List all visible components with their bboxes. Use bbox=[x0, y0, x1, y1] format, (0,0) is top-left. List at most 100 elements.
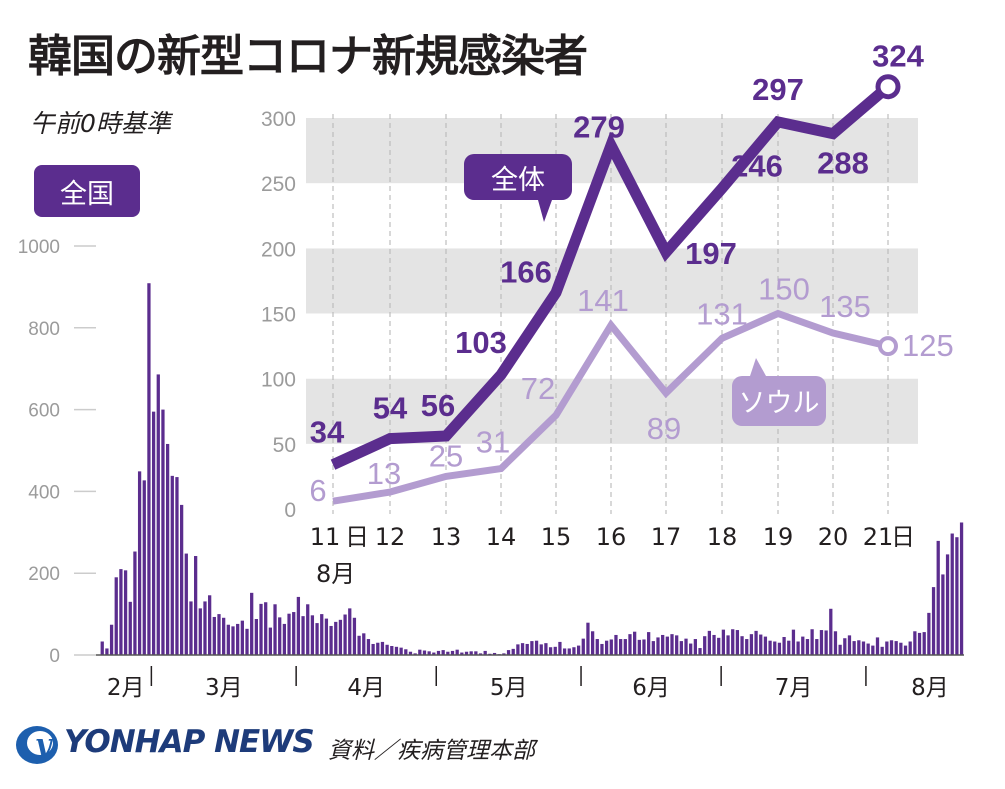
history-bar bbox=[282, 623, 287, 655]
line-x-tick-label: 20 bbox=[818, 523, 849, 551]
history-bar bbox=[875, 637, 880, 655]
history-bar bbox=[913, 631, 917, 655]
history-bar bbox=[889, 640, 894, 655]
seoul-data-label: 150 bbox=[758, 272, 810, 307]
history-bar bbox=[404, 649, 408, 655]
region-badge: 全国 bbox=[34, 165, 140, 217]
seoul-data-label: 125 bbox=[902, 328, 954, 363]
history-bar bbox=[385, 644, 389, 655]
history-bar bbox=[357, 635, 361, 655]
line-y-tick-label: 200 bbox=[261, 238, 296, 261]
history-bar bbox=[604, 640, 609, 655]
history-bar bbox=[259, 603, 263, 655]
bar-y-tick-label: 0 bbox=[49, 646, 60, 667]
history-bar bbox=[236, 623, 240, 655]
history-bar bbox=[735, 630, 740, 655]
history-bar bbox=[787, 640, 791, 655]
history-bar bbox=[796, 641, 800, 655]
history-bar bbox=[805, 639, 810, 655]
history-bar bbox=[749, 634, 754, 655]
history-bar bbox=[726, 635, 730, 655]
history-bar bbox=[712, 634, 716, 655]
history-bar bbox=[380, 641, 385, 655]
line-y-tick-label: 300 bbox=[261, 108, 296, 131]
history-bar bbox=[843, 638, 847, 655]
history-bar bbox=[801, 636, 805, 655]
history-bar bbox=[698, 648, 702, 655]
history-bar bbox=[782, 637, 786, 655]
bar-y-tick-label: 800 bbox=[28, 319, 60, 340]
seoul-data-label: 135 bbox=[819, 289, 871, 324]
history-bar bbox=[819, 630, 824, 655]
history-bar bbox=[703, 636, 707, 655]
overall-end-marker bbox=[875, 74, 901, 100]
history-bar bbox=[670, 634, 674, 655]
bar-month-label: 7月 bbox=[775, 675, 813, 701]
seoul-data-label: 25 bbox=[429, 438, 463, 473]
line-x-tick-label: 11 bbox=[310, 523, 341, 551]
history-bar bbox=[413, 653, 417, 655]
seoul-end-marker bbox=[878, 336, 898, 357]
line-y-tick-label: 150 bbox=[261, 304, 296, 327]
history-bar bbox=[287, 613, 291, 655]
history-bar bbox=[600, 643, 604, 655]
history-bar bbox=[123, 570, 128, 655]
seoul-data-label: 89 bbox=[647, 411, 681, 446]
seoul-data-label: 131 bbox=[696, 296, 748, 331]
overall-data-label: 34 bbox=[310, 415, 345, 450]
history-bar bbox=[231, 626, 235, 655]
overall-data-label: 279 bbox=[573, 109, 625, 144]
history-bar bbox=[763, 636, 768, 655]
line-x-tick-label: 14 bbox=[486, 523, 517, 551]
seoul-callout-label: ソウル bbox=[739, 388, 820, 419]
history-bar bbox=[595, 639, 599, 655]
history-bar bbox=[861, 641, 866, 655]
history-bar bbox=[506, 650, 511, 655]
history-bar bbox=[147, 283, 151, 655]
history-bar bbox=[534, 640, 539, 655]
history-bar bbox=[189, 601, 193, 655]
history-bar bbox=[642, 639, 646, 655]
line-x-tick-label: 17 bbox=[651, 523, 682, 551]
bar-y-tick-label: 200 bbox=[28, 564, 60, 585]
history-bar bbox=[572, 647, 576, 655]
overall-data-label: 197 bbox=[685, 236, 737, 271]
line-x-tick-label: 19 bbox=[763, 523, 794, 551]
history-bar bbox=[343, 614, 347, 655]
bar-month-label: 6月 bbox=[632, 675, 670, 701]
bar-month-label: 5月 bbox=[490, 675, 528, 701]
history-bar bbox=[656, 637, 660, 655]
history-bar bbox=[894, 641, 898, 655]
history-bar bbox=[717, 637, 721, 655]
history-bar bbox=[142, 480, 146, 655]
history-bar bbox=[567, 648, 571, 655]
history-bar bbox=[170, 475, 174, 655]
history-bar bbox=[194, 556, 198, 655]
history-bar bbox=[871, 645, 875, 655]
history-bar bbox=[922, 632, 926, 655]
history-bar bbox=[390, 646, 394, 655]
history-bar bbox=[637, 639, 641, 655]
history-bar bbox=[278, 617, 282, 655]
history-bar bbox=[661, 634, 665, 655]
history-bar bbox=[829, 608, 833, 655]
history-bar bbox=[689, 643, 693, 655]
history-bar bbox=[399, 647, 403, 655]
history-bar bbox=[474, 651, 478, 655]
history-bar bbox=[250, 592, 254, 655]
seoul-series-line bbox=[332, 309, 889, 505]
line-y-tick-label: 0 bbox=[284, 499, 296, 522]
line-x-tick-label: 13 bbox=[431, 523, 462, 551]
history-bar bbox=[469, 651, 473, 655]
history-bar bbox=[418, 649, 422, 655]
seoul-data-label: 13 bbox=[367, 456, 401, 491]
history-bar bbox=[105, 648, 109, 655]
overall-data-label: 288 bbox=[817, 146, 869, 181]
grid-band bbox=[306, 248, 918, 314]
history-bar bbox=[815, 639, 819, 655]
seoul-callout-bubble bbox=[732, 358, 826, 426]
history-bar bbox=[908, 641, 912, 655]
history-bar bbox=[502, 653, 506, 655]
history-bar bbox=[511, 648, 515, 655]
